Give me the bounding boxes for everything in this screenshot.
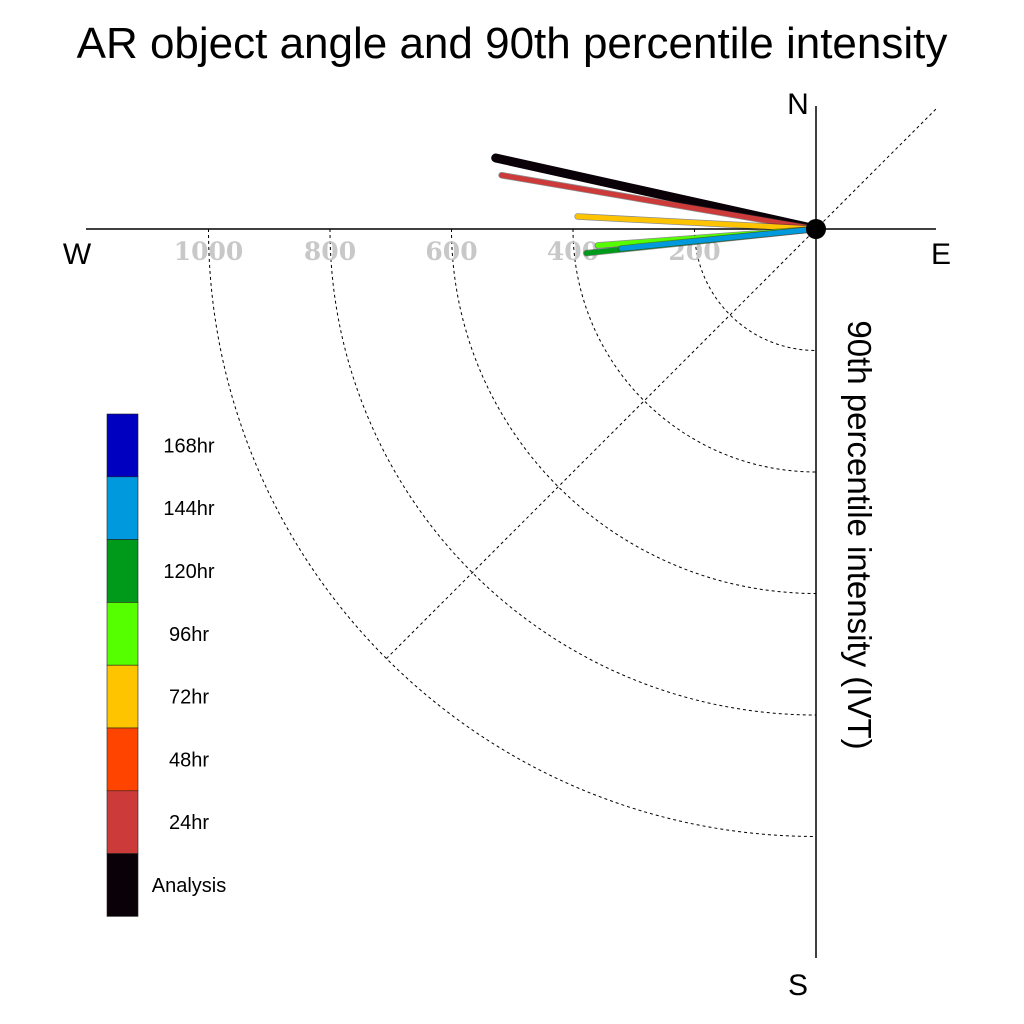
intensity-vectors [491,153,821,257]
radial-axis-label: 90th percentile intensity (IVT) [841,320,878,749]
compass-south: S [788,969,808,1002]
legend-swatch-168hr [106,413,139,478]
legend-label-48hr: 48hr [169,749,209,771]
vector-144hr [618,226,819,251]
legend-swatch-analysis [106,853,139,917]
legend-swatch-48hr [106,727,139,792]
grid-arc-400 [572,228,817,473]
legend-label-analysis: Analysis [152,875,226,897]
polar-grid [208,106,939,837]
legend-label-72hr: 72hr [169,687,209,709]
compass-east: E [931,238,951,271]
grid-arc-800 [329,228,817,716]
chart-title: AR object angle and 90th percentile inte… [77,19,948,68]
legend-label-168hr: 168hr [163,435,214,457]
tick-label-1000: 1000 [174,237,244,266]
grid-diagonal [386,106,939,659]
legend-swatch-72hr [106,664,139,729]
legend-label-96hr: 96hr [169,624,209,646]
legend-label-120hr: 120hr [163,561,214,583]
legend-swatch-96hr [106,602,139,666]
tick-label-800: 800 [304,237,356,266]
compass-west: W [63,238,92,271]
vector-24hr [499,172,819,232]
legend: 168hr 144hr 120hr 96hr 72hr 48hr 24hr Analysis [106,413,226,917]
grid-arc-600 [451,228,817,594]
grid-arc-1000 [208,228,817,837]
legend-label-24hr: 24hr [169,812,209,834]
origin-point [806,219,826,239]
legend-swatch-120hr [106,539,139,603]
legend-swatch-24hr [106,790,139,854]
vector-72hr [575,214,819,232]
grid-arc-200 [694,228,817,351]
legend-label-144hr: 144hr [163,498,214,520]
legend-swatch-144hr [106,476,139,540]
compass-north: N [787,88,809,121]
tick-label-600: 600 [425,237,477,266]
